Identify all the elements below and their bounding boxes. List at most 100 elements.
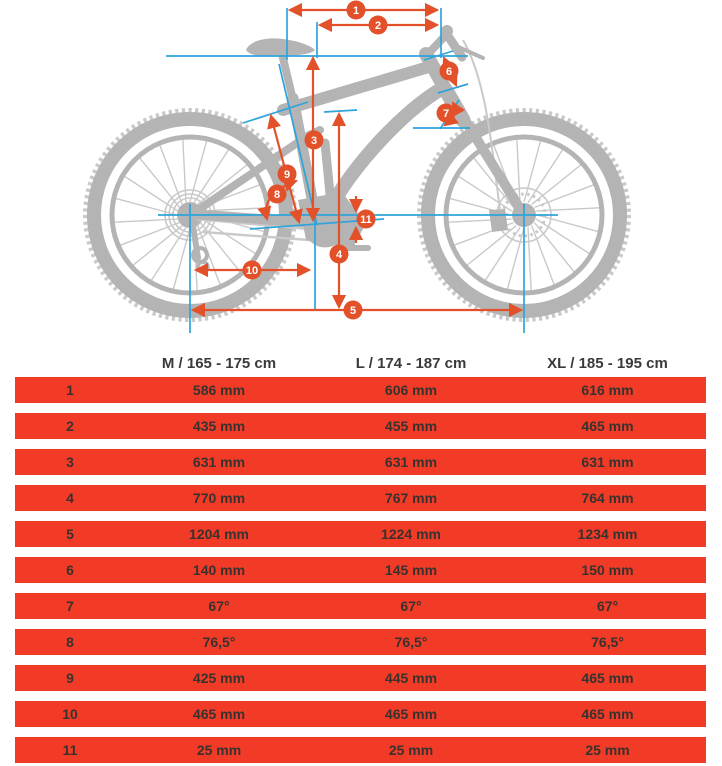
svg-text:11: 11 [360,214,372,226]
row-value: 465 mm [384,706,438,722]
handlebar-top [441,25,453,37]
rear-shock [320,138,335,199]
callout-1: 1 [346,0,366,20]
row-value: 455 mm [384,418,438,434]
row-value: 1204 mm [189,526,249,542]
table-row: 4 770 mm 767 mm 764 mm [15,485,706,511]
row-value: 1234 mm [577,526,638,542]
svg-text:10: 10 [246,265,258,277]
row-label: 3 [66,454,74,470]
row-value: 465 mm [192,706,246,722]
saddle [246,38,315,56]
row-value: 67° [400,598,422,614]
row-value: 67° [596,598,619,614]
row-label: 8 [66,634,74,650]
chain-bottom [202,230,323,243]
header-size-xl: XL / 185 - 195 cm [547,354,668,372]
table-row: 2 435 mm 455 mm 465 mm [15,413,706,439]
table-row: 5 1204 mm 1224 mm 1234 mm [15,521,706,547]
row-value: 67° [208,598,230,614]
chain-top [195,217,321,232]
row-label: 4 [66,490,74,506]
bike-geometry-diagram: 1 2 3 4 5 6 7 8 9 10 11 [0,0,722,345]
head-tube-bottom-tick [437,83,469,94]
svg-text:4: 4 [336,249,343,261]
header-size-l: L / 174 - 187 cm [355,354,467,372]
bike-geometry-svg: 1 2 3 4 5 6 7 8 9 10 11 [83,0,631,333]
row-label: 2 [66,418,74,434]
row-label: 5 [66,526,74,542]
table-row: 8 76,5° 76,5° 76,5° [15,629,706,655]
callout-6: 6 [439,61,459,81]
callouts: 1 2 3 4 5 6 7 8 9 10 11 [242,0,459,320]
callout-7: 7 [436,103,456,123]
row-value: 465 mm [581,706,634,722]
geometry-table-header: M / 165 - 175 cm L / 174 - 187 cm XL / 1… [15,353,706,373]
row-value: 140 mm [192,562,246,578]
handlebar-grip [441,28,467,62]
row-value: 435 mm [192,418,246,434]
table-row: 11 25 mm 25 mm 25 mm [15,737,706,763]
table-row: 6 140 mm 145 mm 150 mm [15,557,706,583]
svg-text:2: 2 [375,20,381,32]
table-row: 3 631 mm 631 mm 631 mm [15,449,706,475]
row-value: 770 mm [192,490,246,506]
callout-8: 8 [267,184,287,204]
callout-3: 3 [304,130,324,150]
row-value: 631 mm [581,454,634,470]
svg-text:1: 1 [353,5,359,17]
row-value: 465 mm [581,418,634,434]
row-value: 25 mm [388,742,434,758]
brake-hose [462,39,501,211]
callout-9: 9 [277,164,297,184]
rear-derailleur [190,223,201,261]
callout-11: 11 [356,209,376,229]
geometry-table-body: 1 586 mm 606 mm 616 mm 2 435 mm 455 mm 4… [15,377,706,763]
rear-spokes [114,139,266,291]
geometry-table: M / 165 - 175 cm L / 174 - 187 cm XL / 1… [15,353,706,763]
row-value: 465 mm [581,670,634,686]
svg-text:5: 5 [350,305,356,317]
row-value: 25 mm [585,742,630,758]
row-label: 7 [66,598,74,614]
callout-5: 5 [343,300,363,320]
brake-lever [454,44,485,60]
row-label: 9 [66,670,74,686]
row-value: 616 mm [581,382,634,398]
row-label: 6 [66,562,74,578]
row-value: 631 mm [384,454,438,470]
head-tube-top-tick [423,50,454,61]
row-label: 11 [62,742,78,758]
row-value: 631 mm [192,454,246,470]
svg-text:8: 8 [274,189,280,201]
seatpost [278,50,297,104]
svg-text:3: 3 [311,135,317,147]
row-value: 606 mm [384,382,438,398]
svg-text:7: 7 [443,108,449,120]
seat-top-tick [242,101,309,124]
callout-4: 4 [329,244,349,264]
row-value: 25 mm [196,742,242,758]
row-value: 425 mm [192,670,246,686]
row-label: 10 [62,706,78,722]
svg-text:6: 6 [446,66,452,78]
row-value: 76,5° [202,634,236,650]
row-value: 76,5° [394,634,428,650]
row-value: 445 mm [384,670,438,686]
table-row: 9 425 mm 445 mm 465 mm [15,665,706,691]
row-value: 76,5° [591,634,624,650]
table-row: 7 67° 67° 67° [15,593,706,619]
brake-caliper [489,209,508,232]
row-value: 1224 mm [381,526,441,542]
bike-silhouette [83,25,631,322]
row-value: 150 mm [581,562,634,578]
table-row: 1 586 mm 606 mm 616 mm [15,377,706,403]
row-value: 767 mm [384,490,438,506]
row-value: 145 mm [384,562,438,578]
row-value: 586 mm [192,382,246,398]
callout-10: 10 [242,260,262,280]
row-label: 1 [66,382,74,398]
standover-tick [323,109,358,113]
table-row: 10 465 mm 465 mm 465 mm [15,701,706,727]
row-value: 764 mm [581,490,634,506]
